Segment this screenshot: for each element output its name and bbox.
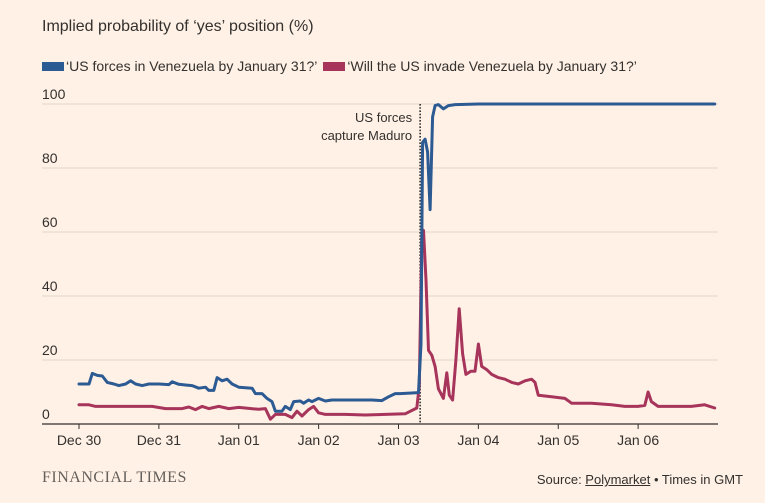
ft-logo: FINANCIAL TIMES: [42, 469, 187, 486]
series-line-invade: [77, 228, 717, 421]
source-prefix: Source:: [536, 472, 586, 487]
annotation-text-1: capture Maduro: [321, 128, 412, 143]
y-tick-label-80: 80: [42, 150, 58, 166]
series-line-us-forces: [77, 102, 717, 413]
annotation-text-0: US forces: [355, 110, 413, 125]
legend-swatch-invade: [323, 61, 346, 71]
x-tick-label-1: Dec 31: [137, 432, 182, 448]
legend-label-us-forces: ‘US forces in Venezuela by January 31?’: [66, 58, 318, 74]
y-tick-label-100: 100: [42, 86, 66, 102]
source-link[interactable]: Polymarket: [585, 472, 651, 487]
x-tick-label-3: Jan 02: [298, 432, 340, 448]
x-tick-label-5: Jan 04: [457, 432, 499, 448]
legend-label-invade: ‘Will the US invade Venezuela by January…: [347, 58, 637, 74]
y-tick-label-40: 40: [42, 278, 58, 294]
x-tick-label-6: Jan 05: [537, 432, 579, 448]
y-tick-label-0: 0: [42, 406, 50, 422]
x-tick-label-0: Dec 30: [57, 432, 102, 448]
chart-title: Implied probability of ‘yes’ position (%…: [42, 18, 314, 35]
source-suffix: • Times in GMT: [650, 472, 743, 487]
x-tick-label-7: Jan 06: [617, 432, 659, 448]
legend-item-us-forces: ‘US forces in Venezuela by January 31?’: [42, 58, 317, 74]
legend-swatch-us-forces: [42, 61, 64, 71]
legend: ‘US forces in Venezuela by January 31?’ …: [42, 58, 643, 74]
source-note: Source: Polymarket • Times in GMT: [537, 472, 743, 487]
x-tick-label-2: Jan 01: [218, 432, 260, 448]
y-tick-label-60: 60: [42, 214, 58, 230]
x-tick-label-4: Jan 03: [377, 432, 419, 448]
y-tick-label-20: 20: [42, 342, 58, 358]
legend-item-invade: ‘Will the US invade Venezuela by January…: [323, 58, 637, 74]
